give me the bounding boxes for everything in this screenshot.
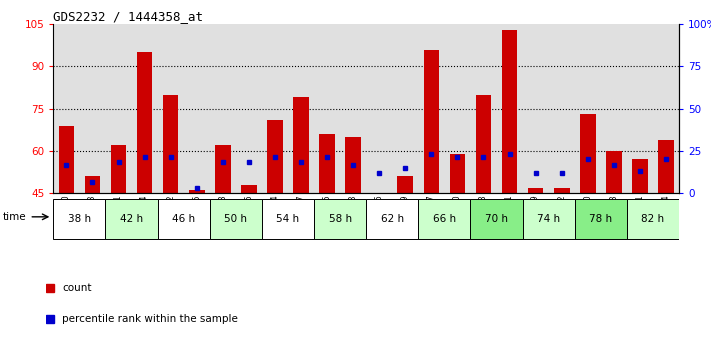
- Text: 50 h: 50 h: [224, 214, 247, 224]
- Bar: [418, 24, 444, 193]
- Text: 62 h: 62 h: [380, 214, 404, 224]
- Bar: [502, 30, 518, 193]
- Text: 54 h: 54 h: [277, 214, 299, 224]
- Bar: [632, 159, 648, 193]
- Bar: [366, 24, 392, 193]
- Bar: [418, 199, 471, 239]
- Bar: [627, 199, 679, 239]
- Bar: [189, 190, 205, 193]
- Bar: [163, 95, 178, 193]
- Bar: [319, 134, 335, 193]
- Bar: [392, 24, 418, 193]
- Bar: [601, 24, 627, 193]
- Bar: [397, 176, 413, 193]
- Bar: [471, 199, 523, 239]
- Bar: [183, 24, 210, 193]
- Bar: [58, 126, 74, 193]
- Bar: [523, 24, 549, 193]
- Bar: [574, 199, 627, 239]
- Text: 66 h: 66 h: [433, 214, 456, 224]
- Bar: [210, 24, 236, 193]
- Bar: [528, 188, 543, 193]
- Bar: [105, 24, 132, 193]
- Text: 74 h: 74 h: [537, 214, 560, 224]
- Bar: [111, 145, 127, 193]
- Bar: [267, 120, 283, 193]
- Bar: [523, 199, 574, 239]
- Bar: [444, 24, 471, 193]
- Bar: [293, 97, 309, 193]
- Text: percentile rank within the sample: percentile rank within the sample: [63, 314, 238, 324]
- Bar: [549, 24, 574, 193]
- Bar: [262, 24, 288, 193]
- Text: 58 h: 58 h: [328, 214, 352, 224]
- Text: 46 h: 46 h: [172, 214, 196, 224]
- Bar: [496, 24, 523, 193]
- Bar: [424, 49, 439, 193]
- Text: time: time: [3, 212, 26, 222]
- Bar: [215, 145, 230, 193]
- Bar: [627, 24, 653, 193]
- Bar: [105, 199, 158, 239]
- Bar: [580, 114, 596, 193]
- Bar: [449, 154, 465, 193]
- Bar: [314, 24, 340, 193]
- Bar: [606, 151, 621, 193]
- Text: GDS2232 / 1444358_at: GDS2232 / 1444358_at: [53, 10, 203, 23]
- Text: 82 h: 82 h: [641, 214, 665, 224]
- Bar: [366, 199, 418, 239]
- Bar: [314, 199, 366, 239]
- Bar: [132, 24, 158, 193]
- Text: 42 h: 42 h: [120, 214, 143, 224]
- Bar: [476, 95, 491, 193]
- Bar: [471, 24, 496, 193]
- Bar: [346, 137, 361, 193]
- Bar: [85, 176, 100, 193]
- Bar: [288, 24, 314, 193]
- Bar: [554, 188, 570, 193]
- Text: 38 h: 38 h: [68, 214, 91, 224]
- Bar: [210, 199, 262, 239]
- Bar: [241, 185, 257, 193]
- Bar: [53, 24, 80, 193]
- Bar: [658, 140, 674, 193]
- Bar: [158, 199, 210, 239]
- Bar: [137, 52, 152, 193]
- Bar: [262, 199, 314, 239]
- Bar: [53, 199, 105, 239]
- Bar: [80, 24, 105, 193]
- Text: 70 h: 70 h: [485, 214, 508, 224]
- Bar: [158, 24, 183, 193]
- Bar: [340, 24, 366, 193]
- Bar: [236, 24, 262, 193]
- Text: 78 h: 78 h: [589, 214, 612, 224]
- Text: count: count: [63, 284, 92, 293]
- Bar: [653, 24, 679, 193]
- Bar: [574, 24, 601, 193]
